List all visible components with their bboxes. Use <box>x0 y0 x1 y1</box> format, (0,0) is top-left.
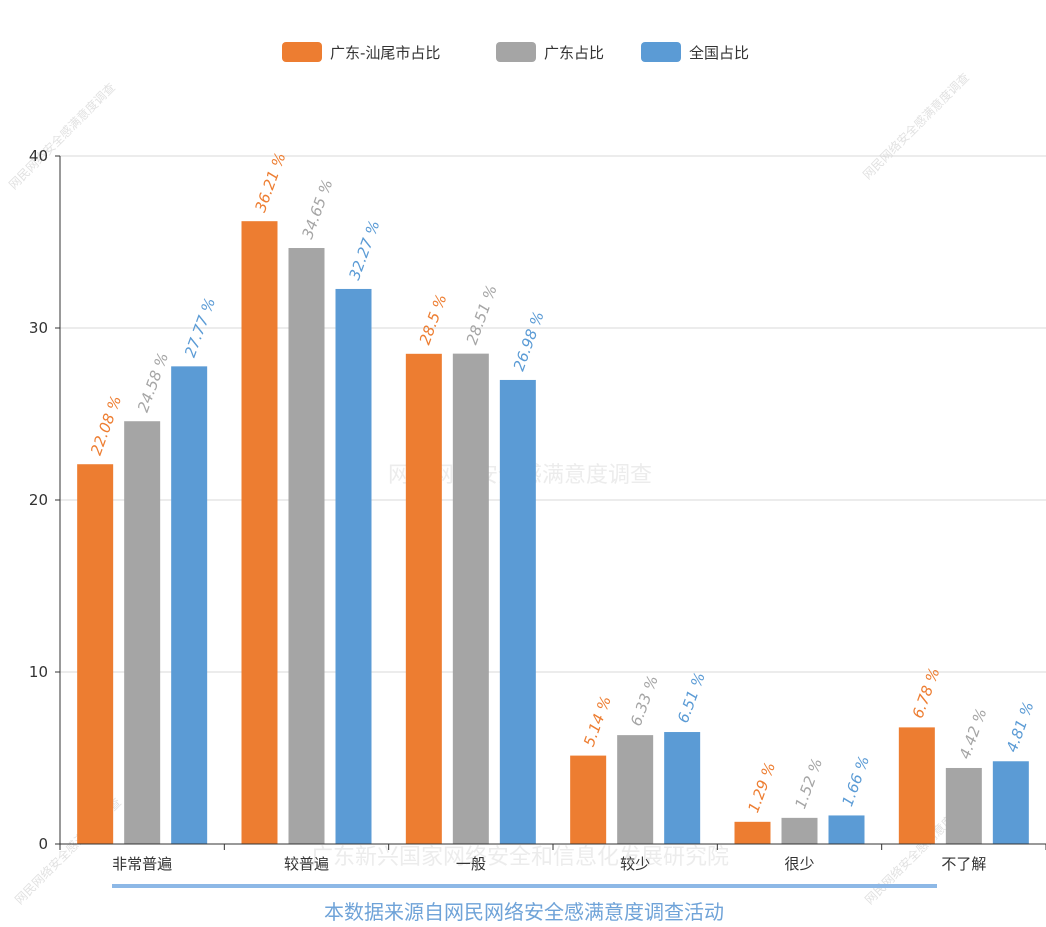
watermark-top-right: 网民网络安全感满意度调查 <box>860 70 972 182</box>
bar[interactable] <box>405 353 442 844</box>
data-label: 28.5 % <box>416 292 451 347</box>
bar[interactable] <box>781 817 818 844</box>
x-tick-label: 一般 <box>456 855 486 873</box>
y-tick-label: 0 <box>38 835 48 853</box>
bar[interactable] <box>898 727 935 844</box>
x-tick-label: 较少 <box>620 855 650 873</box>
data-label: 36.21 % <box>251 150 289 214</box>
bar[interactable] <box>617 735 654 844</box>
x-axis: 非常普遍 较普遍 一般 较少 很少 不了解 <box>59 843 1046 873</box>
x-tick-label: 较普遍 <box>284 855 329 873</box>
watermark-bottom: 广东新兴国家网络安全和信息化发展研究院 <box>311 845 729 870</box>
bar[interactable] <box>570 755 607 844</box>
data-label: 6.78 % <box>909 665 944 720</box>
gridlines <box>60 155 1046 673</box>
legend: 广东-汕尾市占比 广东占比 全国占比 <box>282 42 749 62</box>
data-label: 32.27 % <box>345 218 383 282</box>
legend-swatch-series-2[interactable] <box>496 42 536 62</box>
bar[interactable] <box>828 815 865 844</box>
data-label: 4.42 % <box>956 706 991 761</box>
data-label: 6.33 % <box>627 673 662 728</box>
data-label: 6.51 % <box>674 670 709 725</box>
x-tick-label: 很少 <box>784 855 814 873</box>
bar[interactable] <box>452 353 489 844</box>
footnote-text: 本数据来源自网民网络安全感满意度调查活动 <box>324 900 724 924</box>
data-label: 1.52 % <box>791 756 826 811</box>
bar[interactable] <box>992 761 1029 844</box>
data-label: 1.66 % <box>838 753 873 808</box>
bar[interactable] <box>734 821 771 844</box>
y-axis: 0 10 20 30 40 <box>29 147 61 853</box>
bar[interactable] <box>499 379 536 844</box>
watermark-top-left: 网民网络安全感满意度调查 <box>6 80 118 192</box>
legend-label-series-3[interactable]: 全国占比 <box>689 44 749 62</box>
legend-swatch-series-1[interactable] <box>282 42 322 62</box>
y-tick-label: 10 <box>29 663 48 681</box>
bar[interactable] <box>288 248 325 844</box>
bar[interactable] <box>77 464 114 844</box>
bar[interactable] <box>335 288 372 844</box>
bar[interactable] <box>124 421 161 844</box>
legend-label-series-2[interactable]: 广东占比 <box>544 44 604 62</box>
x-tick-label: 不了解 <box>941 855 986 873</box>
data-label: 28.51 % <box>463 283 501 347</box>
data-label: 26.98 % <box>510 309 548 373</box>
bar[interactable] <box>241 221 278 845</box>
bar[interactable] <box>945 767 982 844</box>
data-label: 5.14 % <box>580 694 615 749</box>
y-tick-label: 30 <box>29 319 48 337</box>
data-label: 34.65 % <box>298 177 336 241</box>
legend-label-series-1[interactable]: 广东-汕尾市占比 <box>330 44 440 62</box>
data-label: 24.58 % <box>134 350 172 414</box>
bars <box>77 221 1029 845</box>
bar[interactable] <box>664 732 701 844</box>
y-tick-label: 40 <box>29 147 48 165</box>
data-label: 4.81 % <box>1003 699 1038 754</box>
x-tick-label: 非常普遍 <box>112 855 172 873</box>
bar[interactable] <box>171 366 208 844</box>
y-tick-label: 20 <box>29 491 48 509</box>
legend-swatch-series-3[interactable] <box>641 42 681 62</box>
data-label: 22.08 % <box>87 393 125 457</box>
data-label: 1.29 % <box>744 760 779 815</box>
